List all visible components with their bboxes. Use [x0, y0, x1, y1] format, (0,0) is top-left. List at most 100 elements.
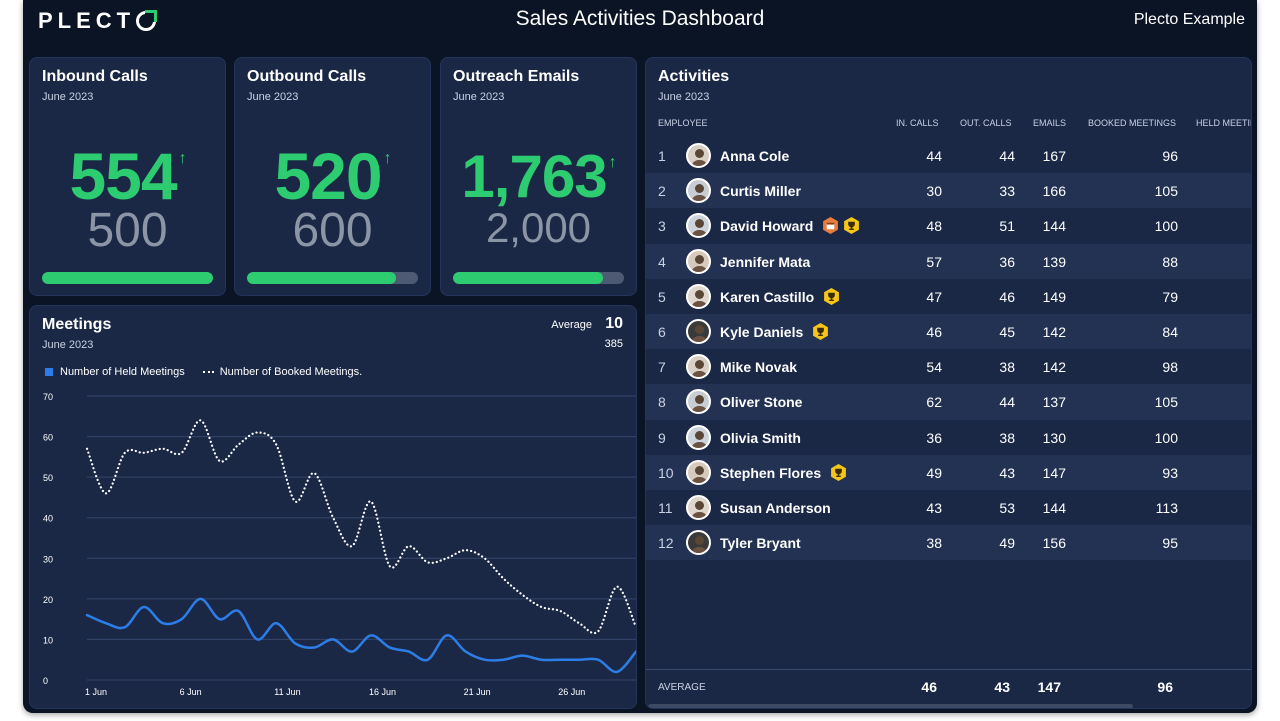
cell-in-calls: 54: [926, 359, 942, 376]
kpi-progress-fill: [42, 272, 213, 284]
kpi-progress-bar: [453, 272, 624, 284]
activities-card[interactable]: Activities June 2023 EMPLOYEE IN. CALLS …: [645, 57, 1252, 709]
cell-emails: 166: [1042, 183, 1066, 200]
avatar[interactable]: [686, 530, 711, 556]
avatar[interactable]: [686, 318, 711, 344]
row-rank: 8: [658, 394, 666, 411]
employee-name[interactable]: Anna Cole: [720, 148, 790, 164]
avatar[interactable]: [686, 459, 711, 485]
legend-booked[interactable]: Number of Booked Meetings.: [219, 366, 363, 378]
y-tick-label: 20: [43, 595, 53, 605]
y-tick-label: 50: [43, 473, 53, 483]
row-rank: 2: [658, 183, 666, 200]
kpi-progress-fill: [247, 272, 396, 284]
kpi-card-inbound-calls[interactable]: Inbound Calls June 2023 554 ↑ 500: [29, 57, 226, 296]
column-booked-meetings[interactable]: BOOKED MEETINGS: [1088, 118, 1177, 128]
column-in-calls[interactable]: IN. CALLS: [896, 118, 939, 128]
calendar-badge-icon[interactable]: [821, 216, 840, 235]
table-row[interactable]: 7 Mike Novak 54 38 142 98: [646, 349, 1251, 384]
avatar[interactable]: [686, 424, 711, 450]
avatar[interactable]: [686, 213, 711, 239]
avatar[interactable]: [686, 389, 711, 415]
y-tick-label: 60: [43, 433, 53, 443]
logo-text: PLECT: [38, 8, 136, 33]
avatar[interactable]: [686, 354, 711, 380]
badge-group: [822, 287, 841, 306]
employee-name[interactable]: Olivia Smith: [720, 429, 801, 446]
row-rank: 12: [658, 535, 674, 552]
trophy-badge-icon[interactable]: [822, 287, 841, 306]
cell-in-calls: 44: [926, 148, 942, 164]
column-held-meetings[interactable]: HELD MEETINGS: [1196, 118, 1251, 128]
footer-avg-in-calls: 46: [921, 679, 937, 695]
employee-name[interactable]: Karen Castillo: [720, 288, 815, 305]
avatar[interactable]: [686, 248, 711, 274]
kpi-card-outreach-emails[interactable]: Outreach Emails June 2023 1,763 ↑ 2,000: [440, 57, 637, 296]
x-tick-label: 11 Jun: [274, 687, 300, 697]
cell-booked: 113: [1155, 499, 1178, 516]
employee-name[interactable]: David Howard: [720, 218, 814, 235]
horizontal-scrollbar[interactable]: [648, 704, 1133, 708]
average-label: Average: [551, 319, 592, 331]
cell-out-calls: 53: [999, 499, 1015, 516]
cell-booked: 88: [1162, 253, 1178, 270]
cell-out-calls: 36: [999, 253, 1015, 270]
cell-booked: 84: [1162, 323, 1178, 340]
table-row[interactable]: 11 Susan Anderson 43 53 144 113: [646, 490, 1251, 525]
kpi-title: Outreach Emails: [453, 68, 580, 85]
table-row[interactable]: 5 Karen Castillo 47 46 149 79: [646, 279, 1251, 314]
avatar[interactable]: [686, 143, 711, 168]
table-row[interactable]: 3 David Howard 48 51 144 100: [646, 208, 1251, 243]
table-row[interactable]: 2 Curtis Miller 30 33 166 105: [646, 173, 1251, 209]
kpi-value: 1,763 ↑: [441, 142, 636, 211]
x-tick-label: 21 Jun: [464, 687, 491, 697]
employee-name[interactable]: Mike Novak: [720, 359, 798, 376]
cell-out-calls: 38: [999, 429, 1015, 446]
avatar[interactable]: [686, 178, 711, 204]
table-row[interactable]: 1 Anna Cole 44 44 167 96: [646, 138, 1251, 173]
legend-held[interactable]: Number of Held Meetings: [60, 366, 185, 378]
row-rank: 6: [658, 323, 666, 340]
table-row[interactable]: 8 Oliver Stone 62 44 137 105: [646, 384, 1251, 420]
column-out-calls[interactable]: OUT. CALLS: [960, 118, 1012, 128]
employee-name[interactable]: Oliver Stone: [720, 394, 803, 411]
table-row[interactable]: 12 Tyler Bryant 38 49 156 95: [646, 525, 1251, 561]
cell-in-calls: 62: [926, 394, 942, 411]
cell-out-calls: 51: [999, 218, 1015, 235]
avatar[interactable]: [686, 283, 711, 309]
employee-name[interactable]: Jennifer Mata: [720, 253, 811, 270]
footer-avg-emails: 147: [1037, 679, 1061, 695]
employee-name[interactable]: Tyler Bryant: [720, 535, 801, 552]
cell-out-calls: 43: [999, 464, 1015, 481]
row-rank: 11: [658, 499, 673, 516]
x-tick-label: 16 Jun: [369, 687, 396, 697]
trophy-badge-icon[interactable]: [842, 216, 861, 235]
column-emails[interactable]: EMAILS: [1033, 118, 1067, 128]
table-footer-divider: [646, 669, 1251, 670]
row-rank: 10: [658, 464, 674, 481]
table-row[interactable]: 9 Olivia Smith 36 38 130 100: [646, 420, 1251, 455]
table-row[interactable]: 10 Stephen Flores 49 43 147 93: [646, 454, 1251, 490]
employee-name[interactable]: Stephen Flores: [720, 464, 822, 481]
row-rank: 7: [658, 359, 666, 376]
kpi-value-number: 1,763: [461, 143, 607, 210]
dashboard-header: PLECT Sales Activities Dashboard Plecto …: [23, 0, 1257, 52]
avatar[interactable]: [686, 494, 711, 520]
employee-name[interactable]: Curtis Miller: [720, 183, 801, 200]
column-employee[interactable]: EMPLOYEE: [658, 118, 708, 128]
arrow-up-icon: ↑: [608, 154, 617, 171]
trophy-badge-icon[interactable]: [811, 322, 830, 341]
total-value: 385: [604, 338, 623, 350]
table-row[interactable]: 4 Jennifer Mata 57 36 139 88: [646, 243, 1251, 279]
badge-group: [821, 216, 861, 235]
kpi-card-outbound-calls[interactable]: Outbound Calls June 2023 520 ↑ 600: [234, 57, 431, 296]
cell-booked: 100: [1154, 429, 1178, 446]
employee-name[interactable]: Susan Anderson: [720, 499, 831, 516]
arrow-up-icon: ↑: [383, 150, 392, 167]
employee-name[interactable]: Kyle Daniels: [720, 323, 804, 340]
meetings-card[interactable]: Meetings June 2023 Average 10 385 Number…: [29, 305, 637, 709]
table-row[interactable]: 6 Kyle Daniels 46 45 142 84: [646, 313, 1251, 350]
cell-out-calls: 46: [999, 288, 1015, 305]
activities-title: Activities: [658, 68, 730, 85]
trophy-badge-icon[interactable]: [829, 463, 848, 482]
